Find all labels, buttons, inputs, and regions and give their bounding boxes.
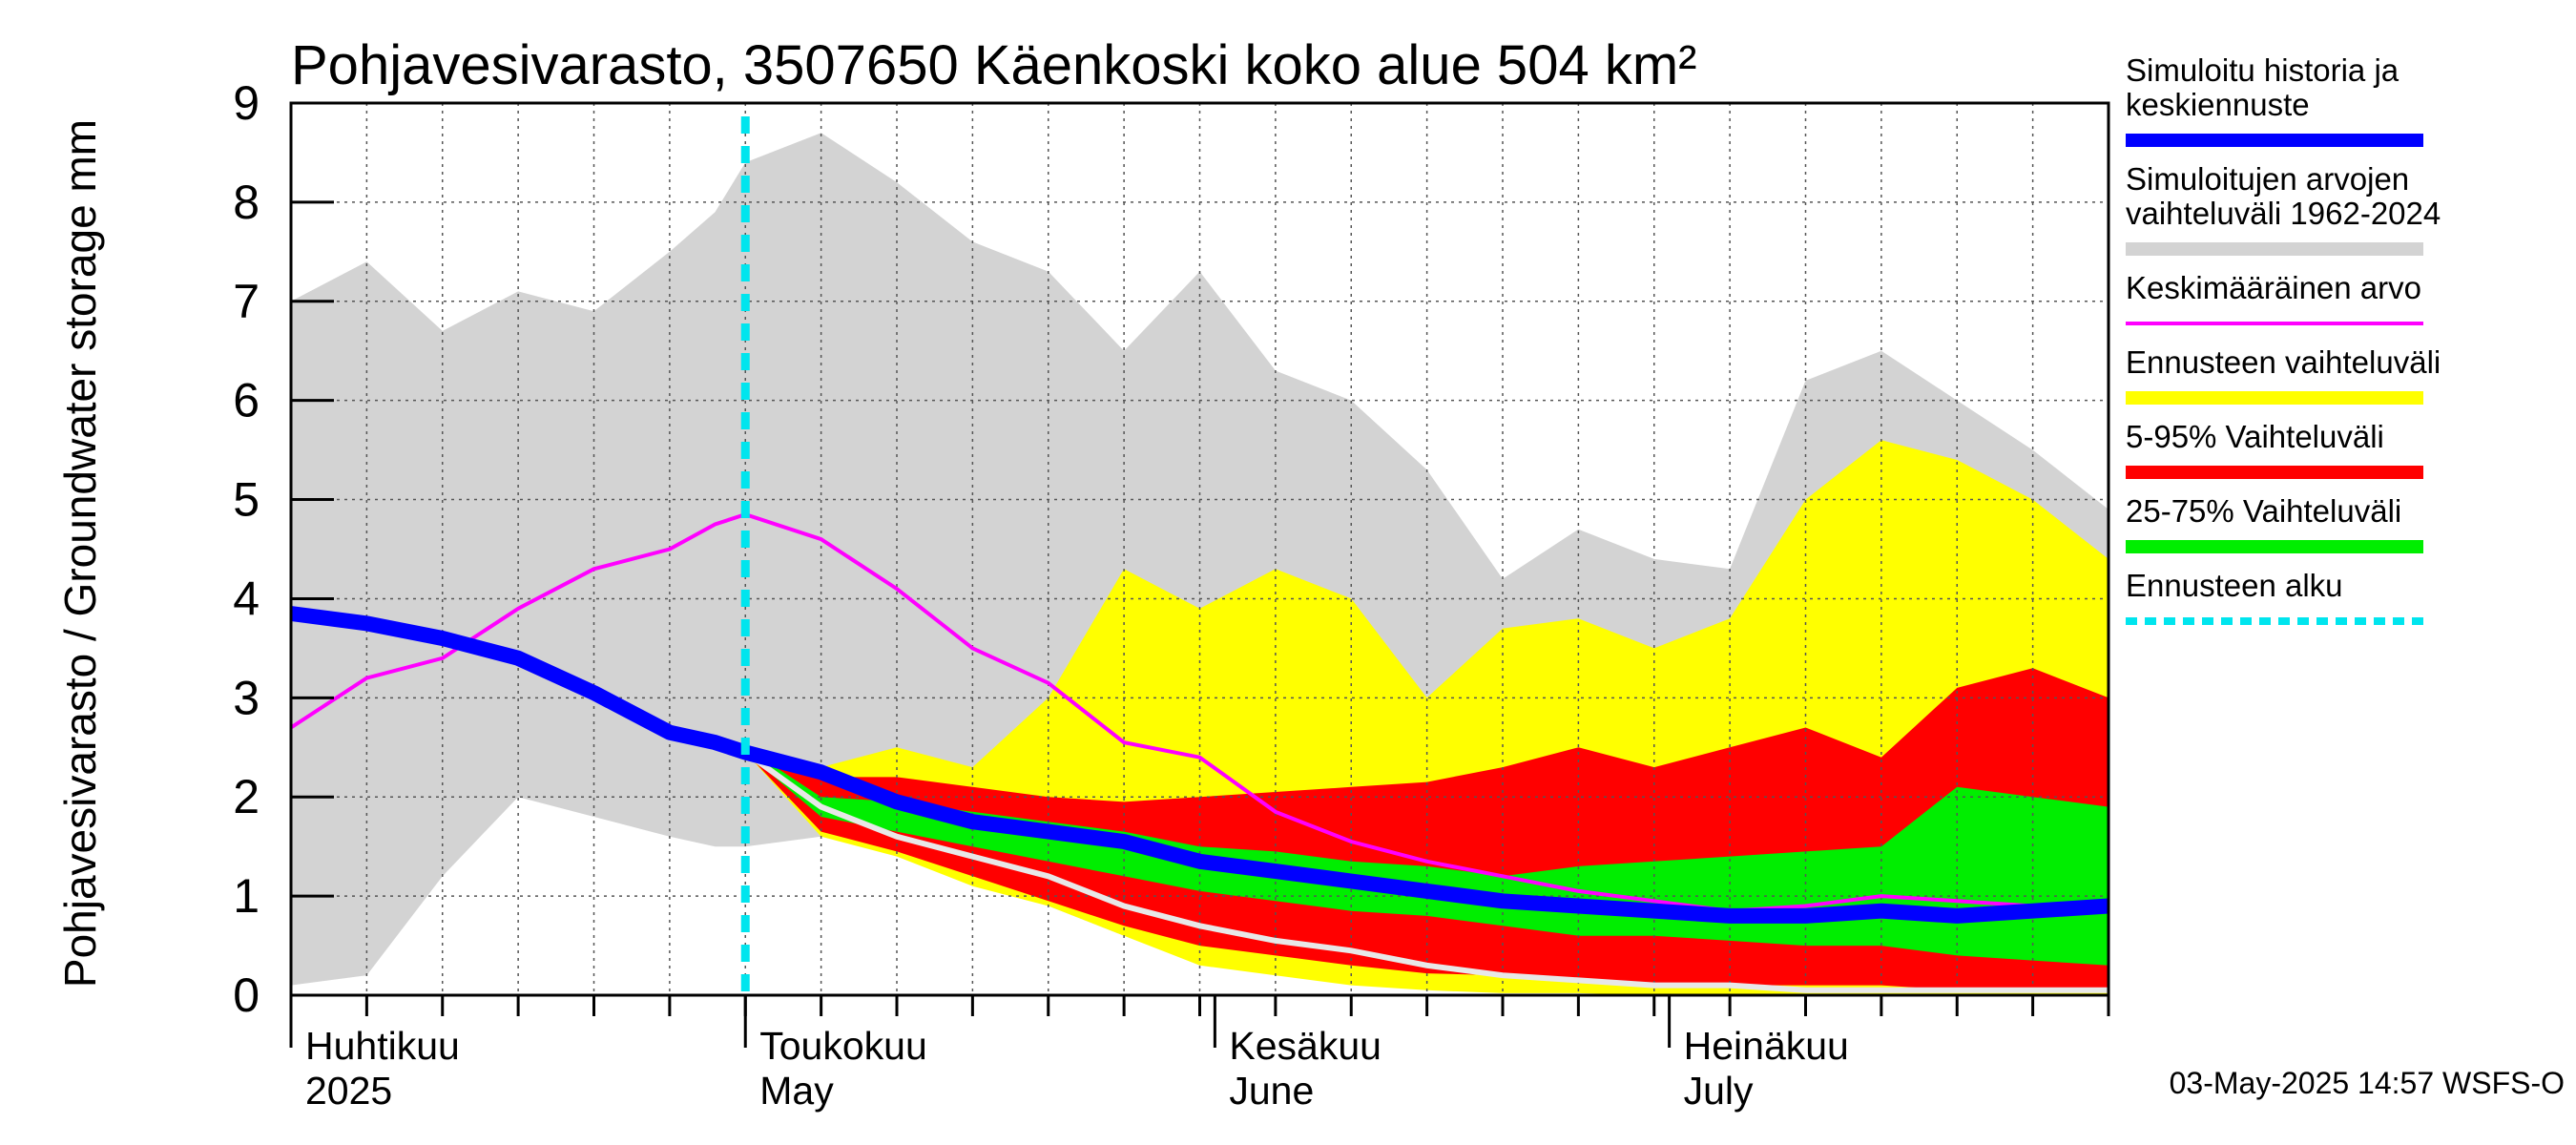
y-tick-label: 0 [233, 968, 260, 1022]
y-tick-label: 3 [233, 671, 260, 724]
legend-label: Simuloitujen arvojen vaihteluväli 1962-20… [2126, 161, 2441, 231]
legend-label: 5-95% Vaihteluväli [2126, 419, 2384, 454]
median-forecast-line [289, 606, 2109, 924]
mean-value-line [289, 511, 2109, 913]
month-label-en: June [1229, 1069, 1314, 1113]
y-axis-label: Pohjavesivarasto / Groundwater storage m… [55, 119, 105, 988]
history-sample-line [743, 750, 2109, 993]
y-tick-label: 1 [233, 869, 260, 923]
y-tick-label: 6 [233, 374, 260, 427]
month-label-en: 2025 [305, 1069, 392, 1113]
month-label-fi: Huhtikuu [305, 1024, 460, 1068]
y-tick-label: 7 [233, 275, 260, 328]
legend-label: Ennusteen alku [2126, 568, 2343, 603]
legend-label: Simuloitu historia ja keskiennuste [2126, 52, 2399, 122]
month-label-fi: Heinäkuu [1684, 1024, 1849, 1068]
legend: Simuloitu historia ja keskiennuste Simuloi… [2126, 52, 2441, 625]
y-tick-label: 5 [233, 473, 260, 527]
legend-label: Ennusteen vaihteluväli [2126, 344, 2441, 380]
legend-label: Keskimääräinen arvo [2126, 270, 2421, 305]
y-tick-label: 4 [233, 572, 260, 625]
month-label-fi: Kesäkuu [1229, 1024, 1381, 1068]
month-label-en: July [1684, 1069, 1754, 1113]
chart-title: Pohjavesivarasto, 3507650 Käenkoski koko… [291, 34, 1696, 96]
y-tick-label: 2 [233, 770, 260, 823]
month-label-fi: Toukokuu [759, 1024, 927, 1068]
series-lines [289, 116, 2109, 995]
y-tick-label: 8 [233, 176, 260, 229]
legend-label: 25-75% Vaihteluväli [2126, 493, 2401, 529]
y-tick-label: 9 [233, 76, 260, 130]
month-label-en: May [759, 1069, 834, 1113]
footer-timestamp: 03-May-2025 14:57 WSFS-O [2170, 1066, 2565, 1100]
